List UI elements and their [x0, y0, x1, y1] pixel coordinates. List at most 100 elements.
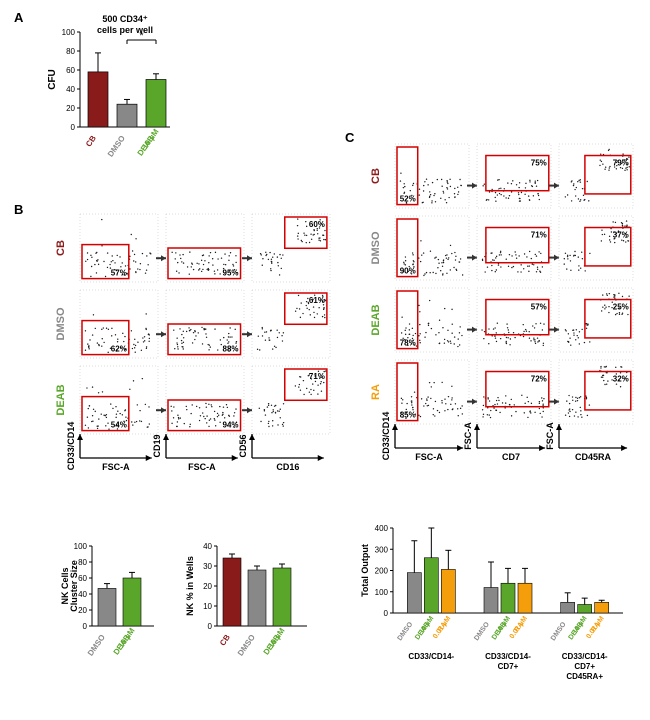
svg-text:10 µM: 10 µM: [116, 626, 136, 650]
svg-text:25%: 25%: [613, 303, 629, 312]
svg-text:0.01 µM: 0.01 µM: [432, 615, 452, 640]
svg-text:0.01 µM: 0.01 µM: [585, 615, 605, 640]
svg-text:10 µM: 10 µM: [266, 626, 286, 650]
svg-text:CD33/CD14-: CD33/CD14-: [485, 652, 531, 661]
svg-text:40: 40: [78, 590, 87, 599]
svg-text:CD33/CD14-: CD33/CD14-: [408, 652, 454, 661]
svg-text:90%: 90%: [400, 267, 416, 276]
svg-text:57%: 57%: [111, 269, 127, 278]
svg-text:85%: 85%: [400, 411, 416, 420]
svg-text:0: 0: [208, 622, 213, 631]
svg-text:CD33/CD14: CD33/CD14: [381, 412, 391, 461]
svg-text:*: *: [139, 30, 144, 42]
svg-text:72%: 72%: [531, 375, 547, 384]
svg-text:10 µM: 10 µM: [140, 127, 160, 151]
svg-text:FSC-A: FSC-A: [102, 462, 130, 472]
svg-text:CD45RA+: CD45RA+: [566, 672, 603, 681]
svg-text:71%: 71%: [531, 231, 547, 240]
svg-text:10 µM: 10 µM: [495, 615, 512, 635]
panel-a-chart: 500 CD34⁺cells per well 0 20 40 60 80 100 CFU CB…: [40, 12, 200, 192]
svg-text:52%: 52%: [400, 195, 416, 204]
svg-text:10 µM: 10 µM: [418, 615, 435, 635]
svg-text:40: 40: [66, 85, 75, 94]
panel-label-b: B: [14, 202, 23, 217]
svg-text:0.01 µM: 0.01 µM: [509, 615, 529, 640]
figure-root: A B C 500 CD34⁺cells per well 0 20 40 60 80 10…: [10, 10, 640, 710]
svg-text:CD19: CD19: [152, 434, 162, 457]
svg-text:cells per well: cells per well: [97, 25, 153, 35]
svg-text:62%: 62%: [111, 345, 127, 354]
svg-text:200: 200: [375, 567, 389, 576]
svg-text:20: 20: [203, 582, 212, 591]
svg-text:60%: 60%: [309, 220, 325, 229]
svg-text:0: 0: [83, 622, 88, 631]
svg-text:CB: CB: [84, 134, 98, 149]
panel-label-c: C: [345, 130, 354, 145]
svg-text:CD33/CD14-: CD33/CD14-: [562, 652, 608, 661]
svg-text:CFU: CFU: [47, 69, 58, 90]
svg-text:DMSO: DMSO: [370, 231, 382, 264]
svg-text:10 µM: 10 µM: [572, 615, 589, 635]
svg-text:CB: CB: [370, 168, 382, 184]
svg-text:CD7: CD7: [502, 452, 520, 462]
svg-text:Total Output: Total Output: [360, 544, 370, 597]
svg-text:FSC-A: FSC-A: [188, 462, 216, 472]
svg-text:94%: 94%: [223, 421, 239, 430]
svg-text:100: 100: [62, 28, 76, 37]
svg-text:FSC-A: FSC-A: [415, 452, 443, 462]
svg-text:DMSO: DMSO: [86, 633, 107, 658]
svg-text:FSC-A: FSC-A: [463, 422, 473, 450]
svg-text:71%: 71%: [309, 372, 325, 381]
svg-text:20: 20: [78, 606, 87, 615]
svg-text:NK % in Wells: NK % in Wells: [185, 556, 195, 616]
svg-text:DMSO: DMSO: [106, 134, 127, 159]
panel-b-flow: CB57%95%60%DMSO62%88%61%DEAB54%94%71%FSC…: [40, 210, 340, 510]
svg-text:57%: 57%: [531, 303, 547, 312]
svg-text:32%: 32%: [613, 375, 629, 384]
svg-text:40: 40: [203, 542, 212, 551]
svg-text:CD33/CD14: CD33/CD14: [66, 422, 76, 471]
svg-text:Cluster Size: Cluster Size: [69, 560, 79, 612]
svg-text:0: 0: [384, 609, 389, 618]
svg-text:79%: 79%: [613, 159, 629, 168]
svg-text:DMSO: DMSO: [55, 307, 67, 340]
panel-c-bar: 0100200300400Total OutputDMSODEAB10 µMRA…: [355, 520, 645, 710]
svg-text:30: 30: [203, 562, 212, 571]
svg-text:60: 60: [66, 66, 75, 75]
svg-text:FSC-A: FSC-A: [545, 422, 555, 450]
svg-text:DMSO: DMSO: [473, 621, 491, 643]
svg-text:95%: 95%: [223, 269, 239, 278]
svg-text:400: 400: [375, 524, 389, 533]
svg-text:60: 60: [78, 574, 87, 583]
svg-text:CD7+: CD7+: [574, 662, 595, 671]
panel-label-a: A: [14, 10, 23, 25]
svg-text:88%: 88%: [223, 345, 239, 354]
svg-text:RA: RA: [370, 384, 382, 400]
svg-text:80: 80: [78, 558, 87, 567]
svg-text:CD56: CD56: [238, 434, 248, 457]
svg-text:20: 20: [66, 104, 75, 113]
svg-text:300: 300: [375, 545, 389, 554]
panel-b-bar-left: 020406080100NK CellsCluster SizeDMSODEAB…: [50, 540, 170, 700]
svg-text:500 CD34⁺: 500 CD34⁺: [102, 14, 148, 24]
svg-text:0: 0: [71, 123, 76, 132]
svg-text:CB: CB: [218, 633, 232, 648]
svg-text:80: 80: [66, 47, 75, 56]
panel-c-flow: CB52%75%79%DMSO90%71%37%DEAB78%57%25%RA8…: [355, 140, 645, 500]
svg-text:DMSO: DMSO: [236, 633, 257, 658]
svg-text:CD16: CD16: [276, 462, 299, 472]
svg-text:10: 10: [203, 602, 212, 611]
panel-b-bar-right: 010203040NK % in WellsCBDMSODEAB10 µM: [185, 540, 315, 700]
svg-text:DMSO: DMSO: [550, 621, 568, 643]
svg-text:CD45RA: CD45RA: [575, 452, 612, 462]
svg-text:DEAB: DEAB: [55, 384, 67, 415]
svg-text:100: 100: [74, 542, 88, 551]
svg-text:78%: 78%: [400, 339, 416, 348]
svg-text:61%: 61%: [309, 296, 325, 305]
svg-text:37%: 37%: [613, 231, 629, 240]
svg-text:54%: 54%: [111, 421, 127, 430]
svg-text:DMSO: DMSO: [397, 621, 415, 643]
svg-text:100: 100: [375, 588, 389, 597]
svg-text:DEAB: DEAB: [370, 304, 382, 335]
svg-text:CD7+: CD7+: [498, 662, 519, 671]
